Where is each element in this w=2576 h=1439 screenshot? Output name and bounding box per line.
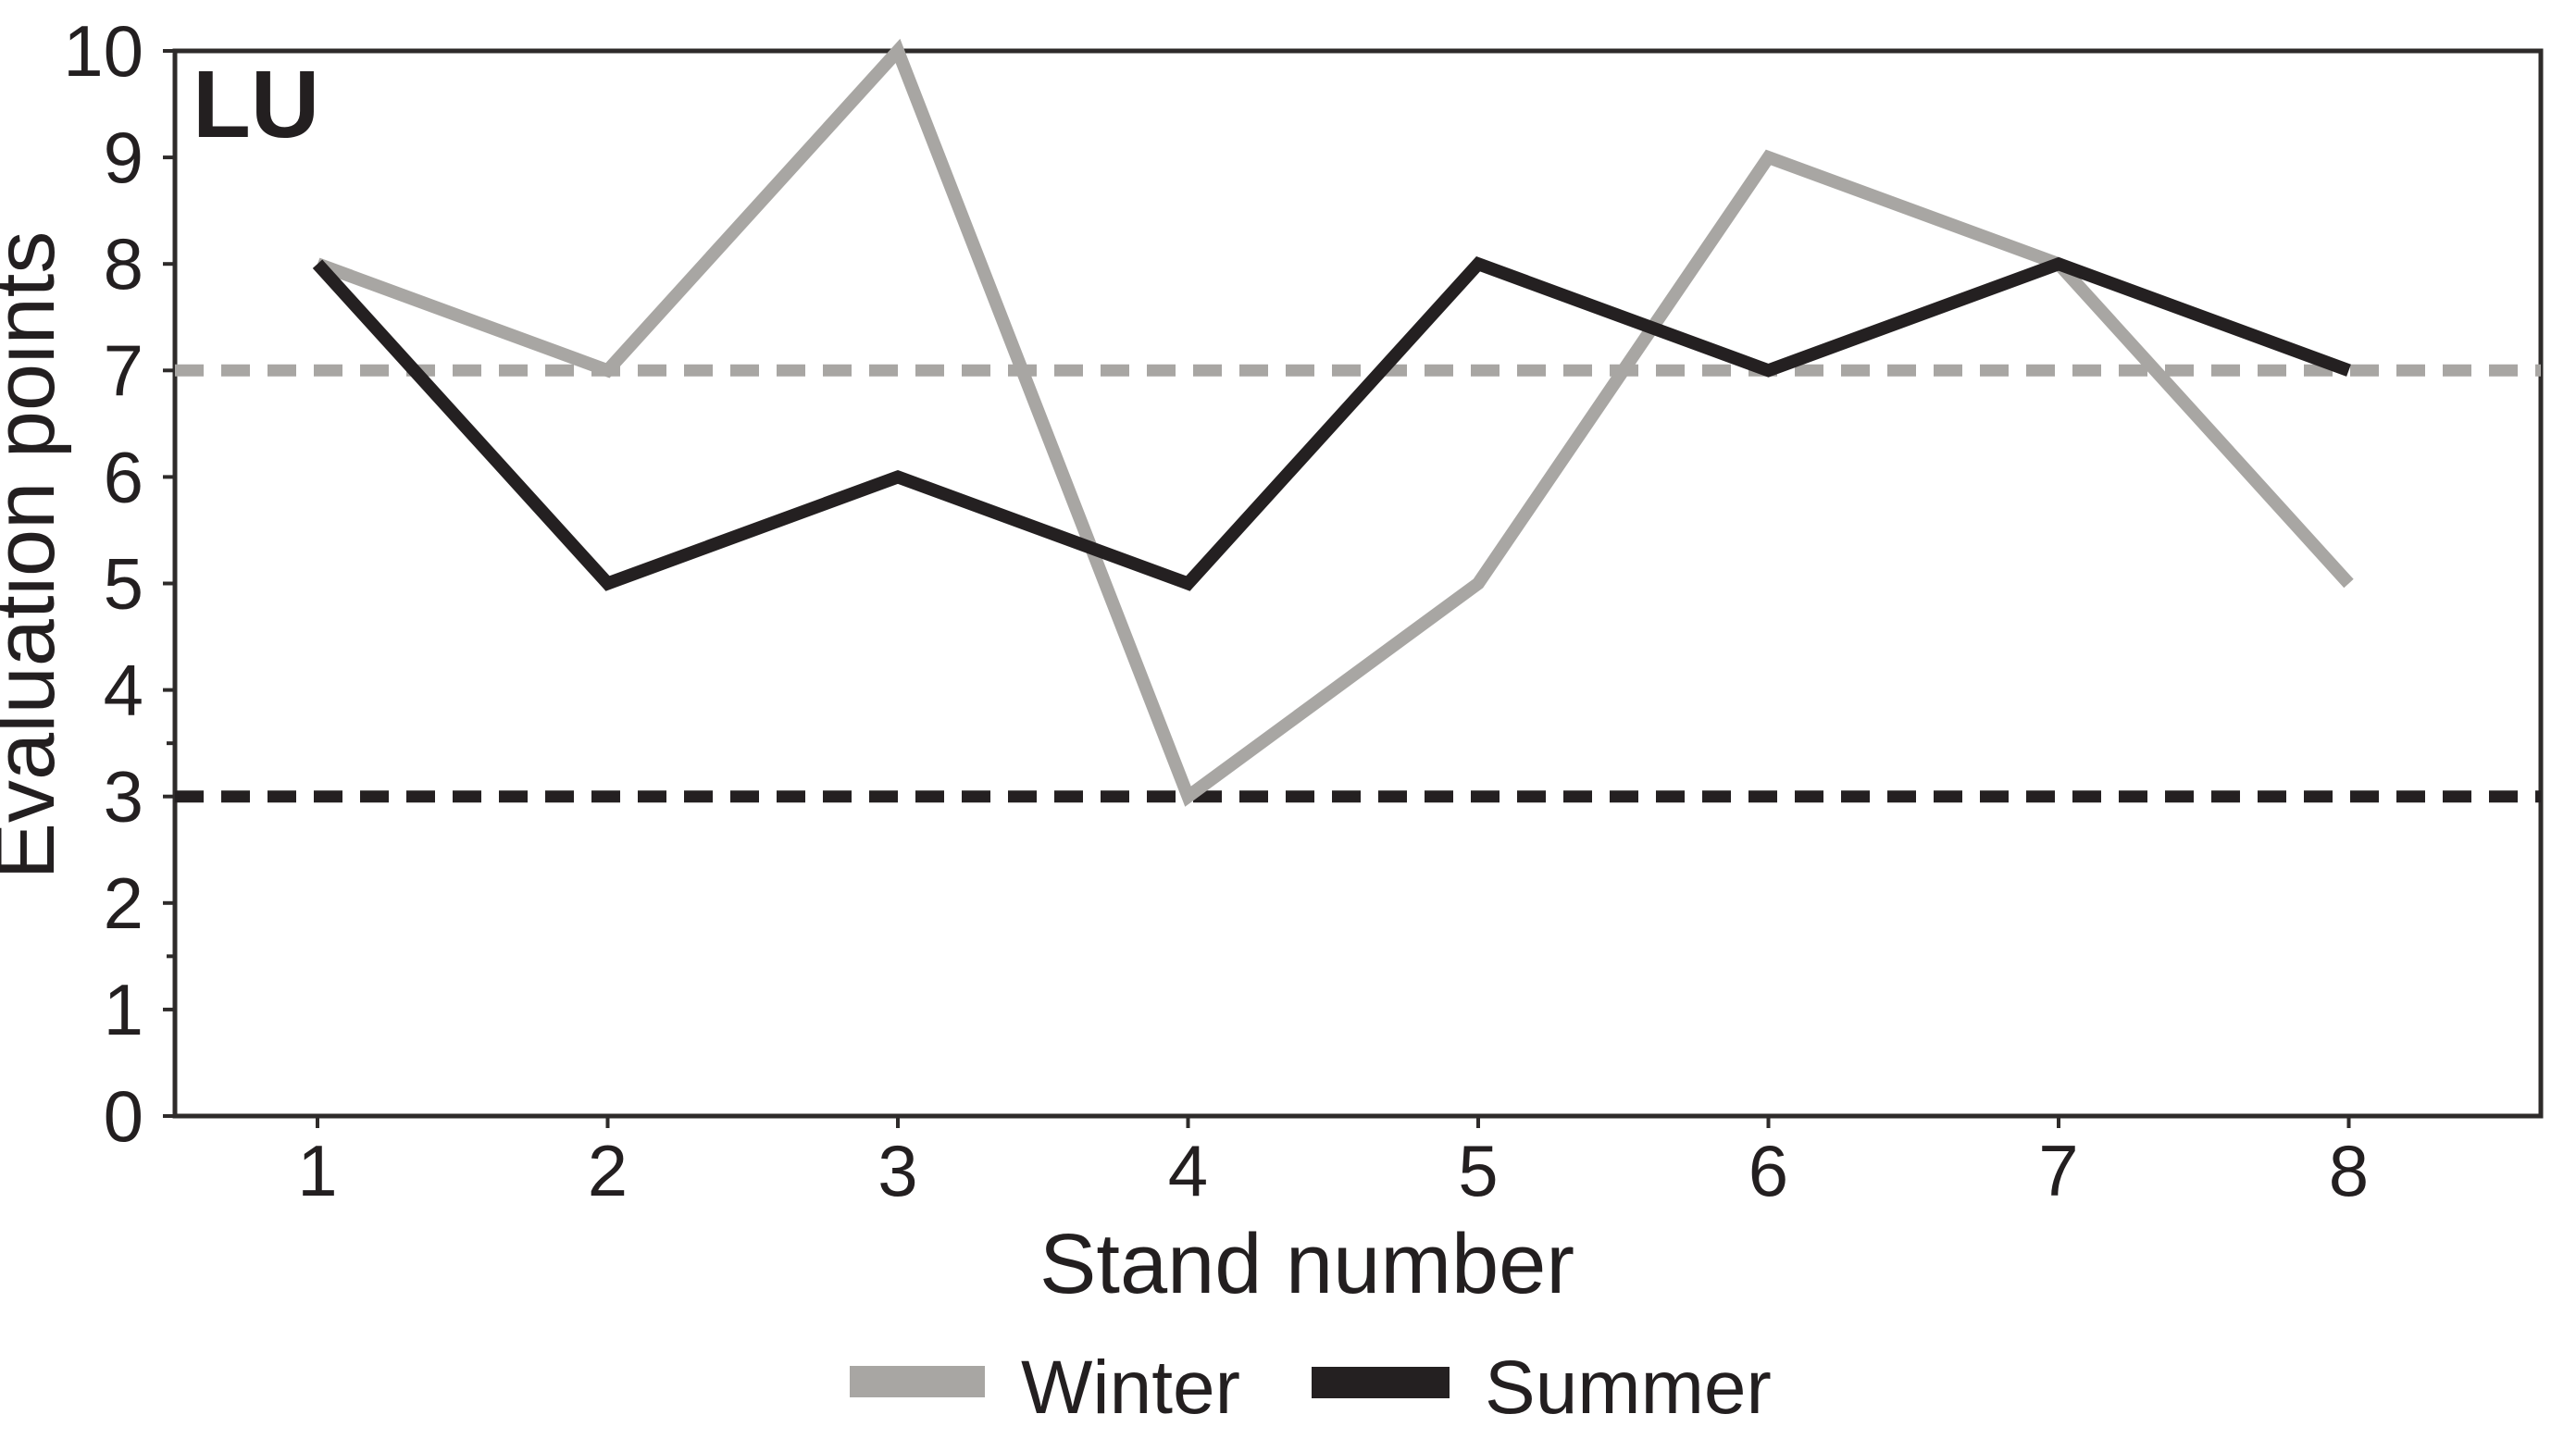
plot-area-frame: [172, 48, 2544, 1119]
x-tick-label: 6: [1748, 1130, 1788, 1211]
legend-winter-swatch: [850, 1366, 985, 1397]
x-tick-label: 2: [588, 1130, 628, 1211]
reference-lines: [175, 364, 2541, 803]
y-tick-label: 10: [63, 10, 143, 92]
x-tick-label: 1: [297, 1130, 337, 1211]
y-tick-label: 0: [104, 1075, 143, 1157]
y-tick-label: 6: [104, 436, 143, 517]
x-axis-label: Stand number: [1039, 1217, 1574, 1311]
legend-summer-label: Summer: [1485, 1346, 1772, 1430]
x-tick-label: 8: [2329, 1130, 2369, 1211]
y-tick-label: 8: [104, 223, 143, 304]
x-axis: 1 2 3 4 5 6 7 8: [297, 1116, 2369, 1211]
series-lines: [312, 38, 2354, 807]
legend-summer-swatch: [1312, 1367, 1450, 1398]
x-tick-label: 7: [2038, 1130, 2078, 1211]
y-tick-label: 1: [104, 969, 143, 1050]
y-axis-label: Evaluation points: [0, 231, 72, 880]
y-tick-label: 5: [104, 543, 143, 625]
x-tick-label: 3: [877, 1130, 917, 1211]
y-tick-label: 3: [104, 756, 143, 837]
y-tick-label: 4: [104, 650, 143, 731]
y-tick-label: 2: [104, 862, 143, 944]
y-axis: 0 1 2 3 4 5 6 7 8 9 10: [63, 10, 175, 1157]
x-tick-label: 4: [1168, 1130, 1208, 1211]
y-tick-label: 9: [104, 117, 143, 198]
winter-line: [315, 38, 2354, 807]
summer-line: [312, 256, 2351, 591]
legend: Winter Summer: [850, 1346, 1772, 1430]
y-tick-label: 7: [104, 329, 143, 411]
x-tick-label: 5: [1458, 1130, 1498, 1211]
legend-winter-label: Winter: [1021, 1346, 1240, 1430]
panel-title: LU: [193, 51, 319, 157]
